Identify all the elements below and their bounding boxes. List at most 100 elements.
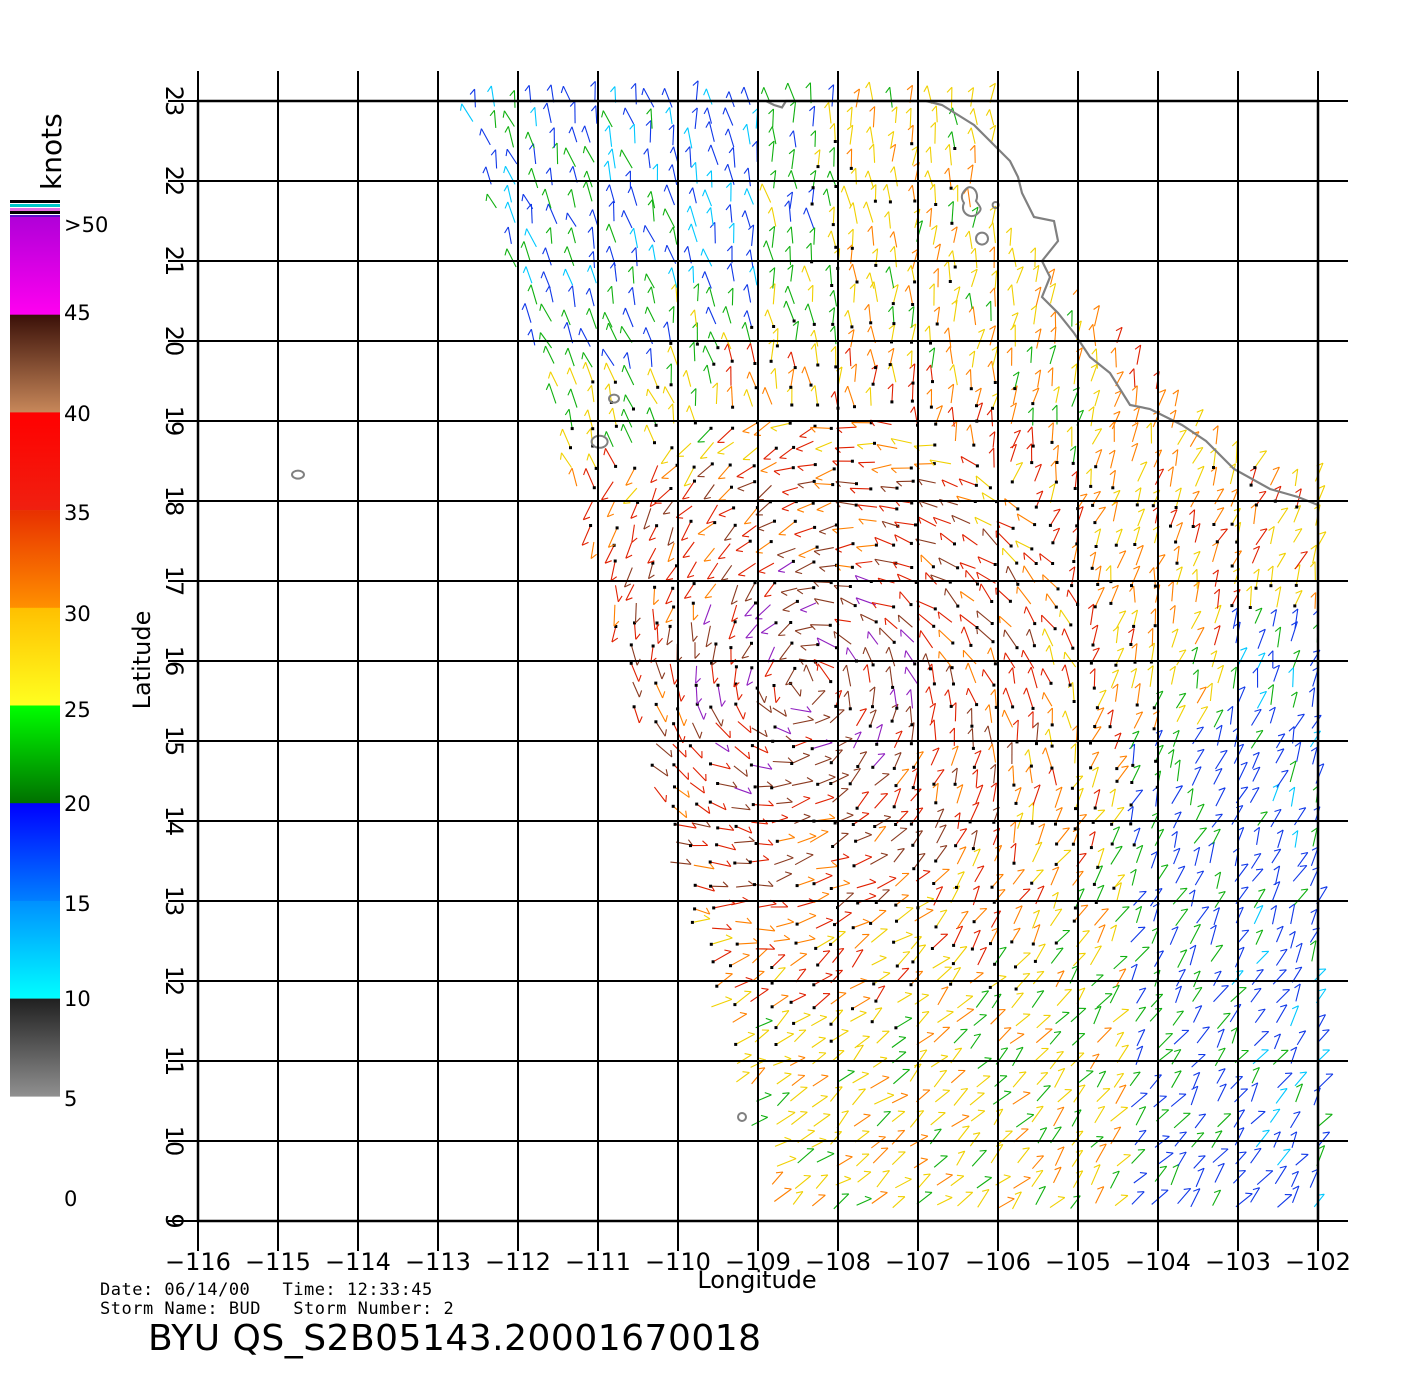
storm-info-line: Storm Name: BUD Storm Number: 2 [100,1299,455,1319]
wind-vector [855,88,861,108]
wind-barb [1215,767,1223,772]
wind-vector [1094,587,1105,608]
wind-barb [889,166,895,173]
wind-vector [938,651,953,669]
wind-vector [751,1116,768,1126]
wind-barb [1219,1083,1227,1088]
wind-vector [929,146,932,163]
wind-vector [730,386,734,408]
wind-vector [1292,667,1295,688]
wind-vector [702,248,713,267]
wind-vector [1134,946,1150,962]
wind-vector [1116,765,1129,782]
wind-vector [852,1044,864,1062]
rain-flag [815,545,819,549]
wind-barb [1036,869,1044,872]
wind-vector [1311,940,1317,962]
wind-barb [1281,769,1289,773]
file-title: BYU QS_S2B05143.20001670018 [148,1318,762,1359]
rain-flag [913,199,917,203]
rain-flag [733,523,737,527]
rain-flag [949,982,953,986]
wind-vector [1094,506,1107,523]
wind-vector [1250,730,1264,749]
rain-flag [1033,622,1037,626]
wind-vector [727,343,733,362]
wind-vector [750,859,769,863]
wind-vector [850,106,853,126]
wind-barb [692,635,698,642]
wind-vector [710,885,729,888]
wind-vector [782,600,798,611]
rain-flag [931,380,934,384]
wind-vector [665,606,675,623]
wind-barb [1028,801,1035,808]
wind-vector [1256,950,1270,964]
wind-vector [947,689,952,707]
wind-barb [1048,268,1055,274]
wind-vector [585,362,594,383]
wind-vector [1016,266,1024,284]
rain-flag [850,565,854,569]
wind-barb [1320,886,1328,890]
wind-vector [864,647,874,666]
wind-vector [1193,970,1201,988]
wind-vector [950,745,959,766]
wind-barb [762,240,767,248]
wind-vector [847,310,853,328]
rain-flag [975,703,979,707]
rain-flag [1071,842,1075,846]
wind-vector [874,773,890,786]
x-axis-label: Longitude [697,1266,816,1294]
rain-flag [834,523,838,527]
wind-barb [737,693,743,701]
wind-barb [720,719,724,727]
lon-tick-label: −104 [1125,1248,1191,1276]
wind-vector [809,831,829,843]
wind-barb [742,1071,750,1074]
wind-barb [826,170,831,178]
wind-barb [987,647,992,655]
wind-vector [812,1075,829,1087]
wind-barb [664,729,667,737]
wind-vector [814,598,835,604]
legend-label: 30 [64,602,91,626]
wind-vector [1311,909,1318,925]
wind-barb [1167,580,1174,587]
wind-vector [896,967,910,982]
wind-vector [1273,665,1281,682]
wind-vector [734,862,752,865]
wind-vector [1049,268,1056,285]
wind-vector [872,753,886,768]
wind-barb [1131,643,1138,649]
wind-vector [703,484,715,500]
wind-vector [592,209,599,226]
wind-barb [1035,1169,1044,1173]
wind-barb [1179,1131,1187,1134]
wind-vector [1194,627,1205,645]
wind-barb [705,121,710,128]
rain-flag [1115,767,1119,771]
wind-vector [571,285,576,308]
wind-vector [1173,848,1181,865]
wind-vector [1072,446,1077,464]
wind-barb [1136,544,1144,550]
wind-vector [1212,1148,1229,1163]
wind-vector [973,1014,987,1026]
islas-marias [960,186,982,217]
wind-barb [705,306,709,314]
wind-vector [1317,1049,1330,1062]
rain-flag [1212,523,1216,526]
wind-barb [706,170,712,177]
wind-barb [868,143,875,150]
wind-barb [691,822,697,829]
wind-vector [952,250,956,268]
rain-flag [794,941,798,945]
wind-vector [550,84,555,103]
rain-flag [1114,663,1118,667]
wind-barb [891,703,899,708]
wind-vector [1234,946,1245,968]
wind-vector [1251,752,1260,769]
wind-barb [700,248,704,256]
wind-vector [756,701,772,714]
